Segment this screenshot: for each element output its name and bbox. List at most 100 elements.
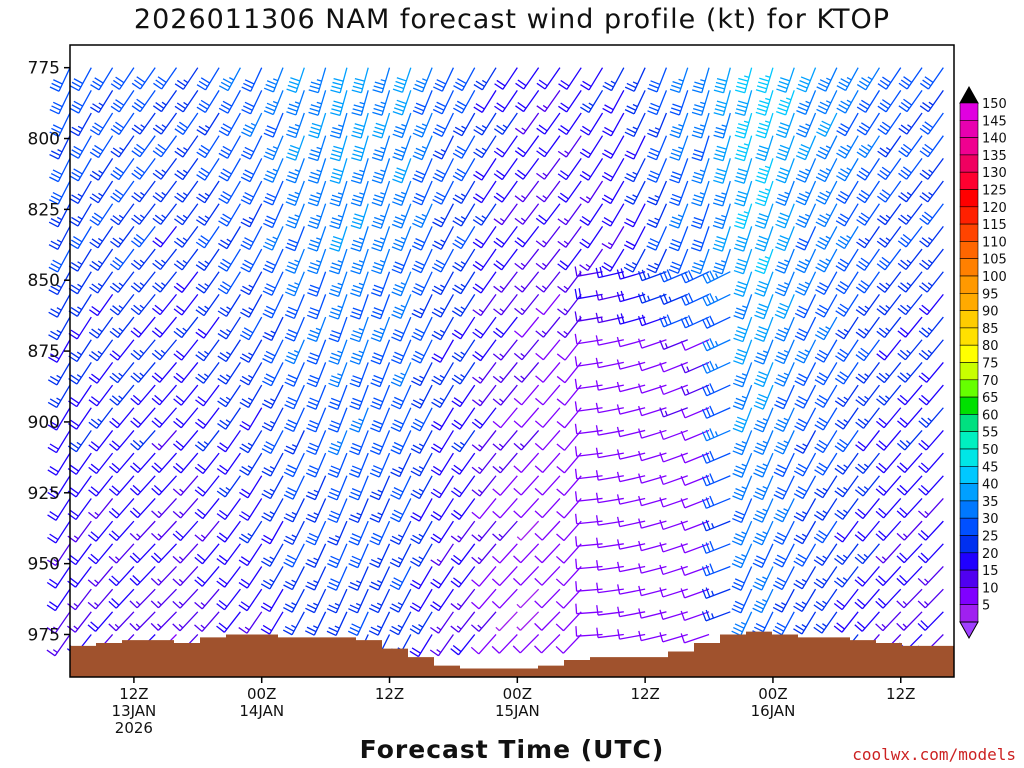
barb-flag (194, 556, 203, 565)
barb-flag (736, 194, 747, 199)
wind-barb (88, 407, 114, 429)
barb-flag (815, 311, 825, 318)
barb-stem (903, 566, 923, 586)
wind-barb (451, 339, 476, 362)
wind-barb (659, 384, 688, 396)
barb-flag (756, 85, 767, 90)
barb-flag (390, 494, 400, 500)
barb-stem (641, 543, 667, 552)
barb-flag (250, 122, 256, 127)
barb-flag (733, 491, 744, 497)
barb-flag (777, 283, 788, 289)
barb-flag (691, 156, 702, 162)
barb-flag (218, 622, 228, 630)
barb-flag (494, 105, 504, 113)
barb-flag (877, 83, 887, 90)
barb-flag (241, 353, 252, 360)
barb-flag (328, 405, 338, 411)
barb-flag (49, 578, 59, 586)
barb-flag (110, 218, 119, 226)
barb-flag (136, 143, 145, 151)
barb-flag (898, 82, 908, 90)
barb-flag (756, 555, 766, 561)
barb-flag (797, 553, 807, 560)
barb-flag (262, 312, 273, 319)
wind-barb (131, 67, 156, 90)
barb-flag (705, 497, 711, 508)
barb-flag (73, 602, 79, 608)
barb-flag (638, 428, 643, 439)
barb-flag (411, 335, 421, 341)
barb-flag (495, 260, 505, 268)
barb-flag (919, 195, 929, 203)
barb-flag (47, 379, 58, 386)
wind-barb (534, 543, 561, 564)
wind-barb (217, 407, 241, 430)
barb-flag (352, 108, 363, 113)
barb-flag (472, 241, 482, 249)
barb-flag (98, 192, 104, 197)
barb-flag (680, 475, 686, 486)
wind-barb (48, 294, 71, 318)
wind-barb (306, 294, 327, 320)
barb-flag (176, 192, 186, 200)
barb-flag (921, 147, 931, 155)
wind-barb (172, 498, 199, 519)
barb-stem (844, 203, 859, 227)
wind-barb (412, 112, 433, 138)
barb-flag (837, 374, 847, 382)
barb-stem (459, 339, 476, 362)
barb-flag (309, 198, 319, 203)
barb-flag (200, 99, 210, 107)
barb-flag (557, 285, 566, 293)
barb-flag (391, 268, 402, 274)
barb-flag (348, 608, 358, 614)
barb-flag (924, 211, 933, 219)
barb-flag (132, 439, 142, 448)
wind-barb (172, 588, 199, 609)
barb-stem (401, 112, 412, 138)
barb-flag (432, 465, 443, 473)
barb-stem (662, 633, 688, 643)
barb-stem (541, 498, 561, 519)
wind-barb (855, 271, 880, 294)
barb-flag (157, 578, 162, 583)
barb-stem (182, 89, 199, 113)
barb-stem (481, 112, 497, 136)
barb-flag (754, 491, 765, 497)
wind-barb (556, 520, 582, 542)
barb-flag (283, 584, 293, 591)
barb-flag (687, 315, 694, 325)
wind-barb (110, 225, 135, 248)
barb-stem (861, 588, 880, 610)
barb-stem (803, 339, 817, 364)
barb-flag (714, 85, 725, 90)
barb-flag (858, 305, 867, 313)
barb-flag (91, 260, 101, 268)
barb-flag (262, 624, 272, 632)
barb-flag (200, 624, 206, 629)
barb-flag (855, 376, 865, 384)
barb-flag (265, 350, 276, 357)
barb-flag (287, 487, 297, 493)
barb-flag (110, 128, 120, 135)
barb-flag (498, 533, 504, 539)
barb-flag (272, 146, 278, 150)
barb-flag (112, 170, 122, 177)
barb-flag (899, 484, 908, 493)
barb-flag (152, 217, 162, 225)
barb-stem (565, 157, 582, 180)
barb-flag (842, 577, 848, 582)
barb-stem (358, 362, 369, 388)
wind-barb (731, 520, 753, 546)
barb-flag (563, 240, 569, 245)
barb-flag (686, 366, 690, 372)
barb-flag (196, 553, 206, 562)
barb-flag (270, 398, 276, 402)
wind-barb (579, 180, 604, 204)
barb-flag (927, 417, 933, 422)
barb-flag (902, 166, 912, 174)
barb-stem (522, 203, 540, 225)
barb-stem (96, 384, 114, 407)
barb-flag (885, 305, 891, 310)
